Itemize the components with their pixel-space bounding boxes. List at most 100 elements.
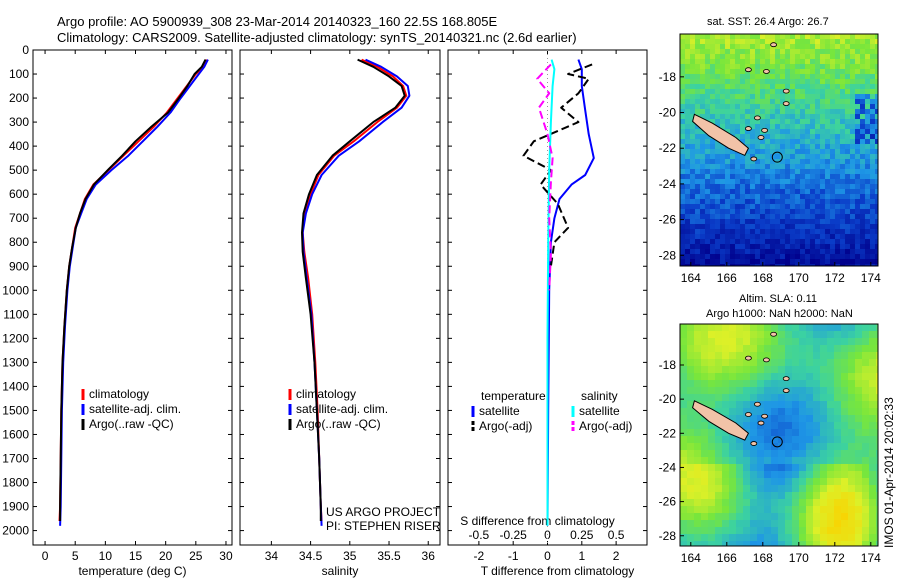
map-cell (775, 204, 781, 210)
map-cell (820, 513, 828, 521)
map-cell (775, 229, 781, 235)
map-cell (865, 104, 871, 110)
map-cell (685, 114, 691, 120)
map-cell (778, 401, 786, 409)
map-cell (705, 239, 711, 245)
map-cell (725, 99, 731, 105)
map-cell (790, 124, 796, 130)
map-cell (770, 49, 776, 55)
map-cell (855, 499, 863, 507)
map-cell (708, 401, 716, 409)
map-cell (813, 485, 821, 493)
map-cell (827, 324, 835, 332)
map-cell (705, 214, 711, 220)
map-cell (845, 194, 851, 200)
map-cell (715, 69, 721, 75)
map-cell (862, 373, 870, 381)
map-cell (815, 174, 821, 180)
y-tick-label: 1500 (2, 403, 29, 417)
map-cell (710, 244, 716, 250)
map-cell (790, 39, 796, 45)
map-cell (845, 239, 851, 245)
map-cell (799, 478, 807, 486)
map-cell (841, 331, 849, 339)
map-cell (743, 541, 751, 547)
map-cell (805, 69, 811, 75)
map-cell (755, 104, 761, 110)
map-cell (778, 338, 786, 346)
map-cell (805, 179, 811, 185)
map-cell (850, 189, 856, 195)
map-cell (795, 34, 801, 40)
map-cell (870, 264, 876, 267)
map-cell (845, 139, 851, 145)
map-cell (760, 59, 766, 65)
map-cell (680, 134, 686, 140)
map-cell (795, 79, 801, 85)
map-cell (720, 64, 726, 70)
map-cell (810, 139, 816, 145)
map-cell (778, 443, 786, 451)
map-cell (705, 219, 711, 225)
map-cell (830, 59, 836, 65)
map-cell (685, 194, 691, 200)
map-cell (680, 189, 686, 195)
map-cell (840, 34, 846, 40)
map-cell (715, 234, 721, 240)
map-cell (690, 229, 696, 235)
map-cell (765, 174, 771, 180)
map-cell (862, 506, 870, 514)
map-cell (720, 219, 726, 225)
map-cell (790, 79, 796, 85)
map-cell (680, 159, 686, 165)
map-cell (825, 254, 831, 260)
map-cell (750, 478, 758, 486)
map-cell (799, 345, 807, 353)
y-tick-label: 600 (9, 187, 29, 201)
map-cell (813, 429, 821, 437)
map-cell (840, 224, 846, 230)
map-cell (845, 189, 851, 195)
map-cell (810, 244, 816, 250)
map-cell (705, 69, 711, 75)
map-cell (735, 49, 741, 55)
map-cell (870, 74, 876, 80)
map-cell (820, 506, 828, 514)
x-tick-label: 34 (265, 549, 279, 563)
map-cell (780, 89, 786, 95)
map-cell (795, 104, 801, 110)
map-cell (715, 204, 721, 210)
map-cell (705, 84, 711, 90)
map-cell (778, 471, 786, 479)
map-cell (800, 169, 806, 175)
map-cell (785, 478, 793, 486)
map-cell (700, 264, 706, 267)
map-cell (799, 520, 807, 528)
map-cell (680, 534, 688, 542)
map-cell (785, 179, 791, 185)
map-cell (780, 229, 786, 235)
map-cell (860, 119, 866, 125)
map-cell (790, 244, 796, 250)
map-cell (835, 159, 841, 165)
map-cell (680, 54, 686, 60)
map-cell (790, 219, 796, 225)
map-cell (841, 457, 849, 465)
map-cell (805, 39, 811, 45)
map-cell (795, 94, 801, 100)
map-cell (740, 54, 746, 60)
map-cell (850, 154, 856, 160)
map-cell (735, 124, 741, 130)
map-cell (740, 74, 746, 80)
map-cell (806, 359, 814, 367)
map-cell (790, 44, 796, 50)
map-cell (790, 84, 796, 90)
map-cell (715, 49, 721, 55)
map-cell (806, 520, 814, 528)
map-cell (780, 34, 786, 40)
map-cell (840, 49, 846, 55)
map-cell (720, 54, 726, 60)
series-line-4 (536, 63, 554, 291)
map-cell (690, 234, 696, 240)
map-cell (750, 457, 758, 465)
